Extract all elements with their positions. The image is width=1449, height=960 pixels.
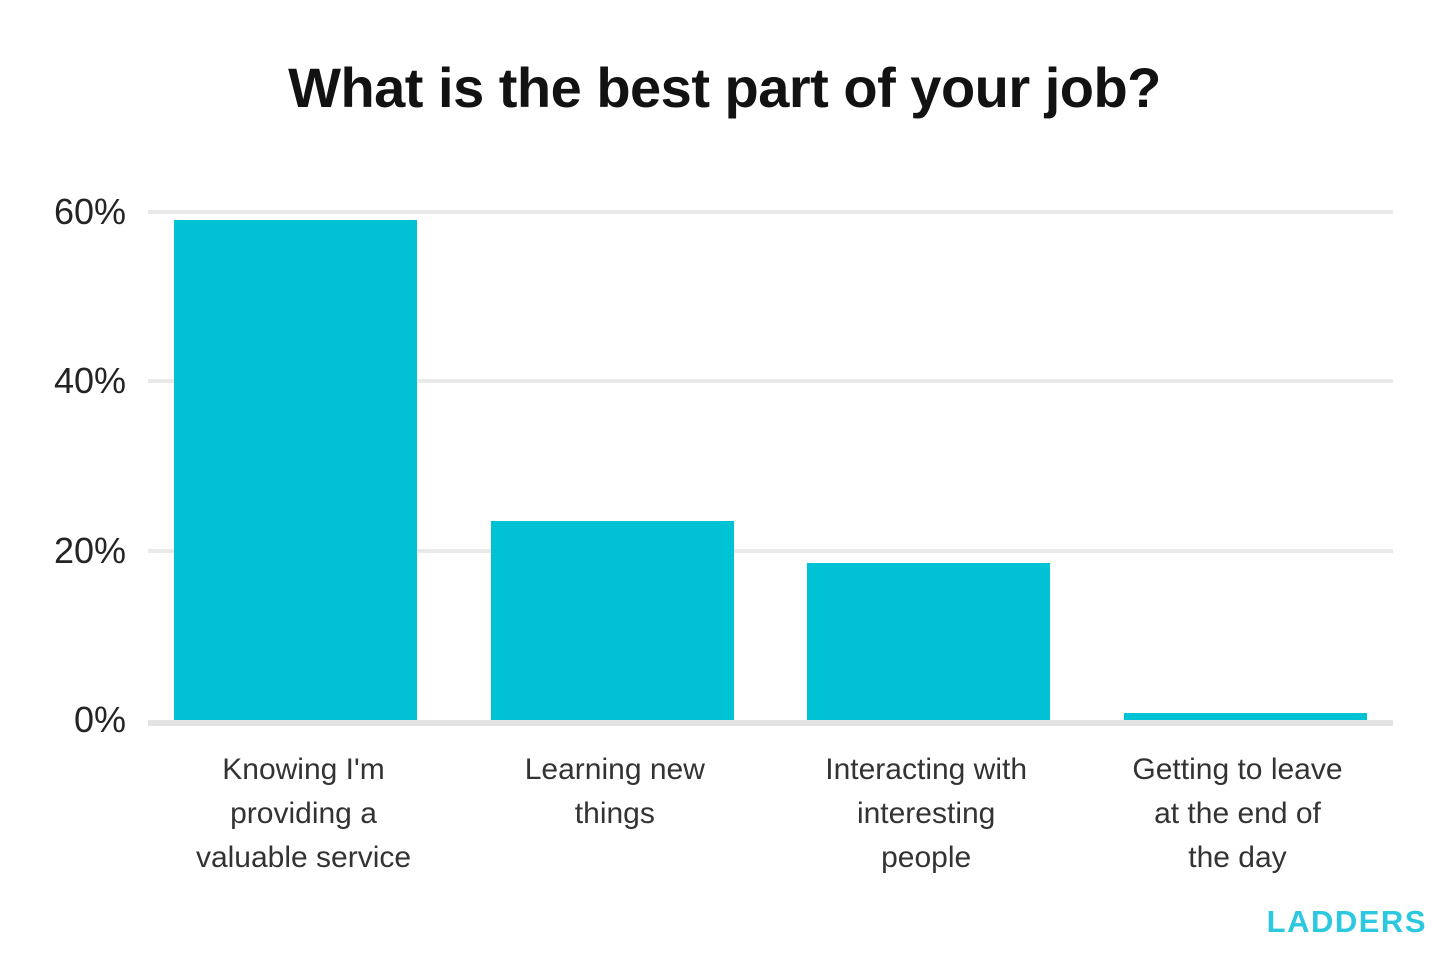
chart-title: What is the best part of your job? (288, 56, 1161, 119)
gridline-40 (148, 379, 1393, 384)
ladders-logo: LADDERS (1266, 904, 1427, 939)
x-axis-label-0: Knowing I'm providing a valuable service (195, 753, 412, 874)
plot-area (148, 210, 1393, 726)
bar-2 (807, 563, 1051, 720)
gridline-0 (148, 720, 1393, 726)
x-axis-label-2: Interacting with interesting people (825, 753, 1028, 874)
bar-0 (174, 220, 417, 720)
bar-1 (490, 521, 734, 720)
bar-3 (1123, 713, 1367, 720)
x-axis-label-1: Learning new things (524, 753, 705, 830)
bars (148, 212, 1393, 720)
y-axis-labels: 0% 20% 40% 60% (0, 191, 126, 740)
y-tick-label: 40% (53, 360, 126, 402)
y-tick-label: 20% (53, 529, 126, 571)
y-tick-label: 0% (73, 699, 126, 740)
x-axis-label-3: Getting to leave at the end of the day (1132, 753, 1343, 874)
y-tick-label: 60% (53, 191, 126, 232)
gridline-60 (148, 210, 1393, 214)
gridlines (148, 210, 1393, 726)
gridline-20 (148, 548, 1393, 553)
x-axis-labels: Knowing I'm providing a valuable service… (148, 748, 1393, 880)
